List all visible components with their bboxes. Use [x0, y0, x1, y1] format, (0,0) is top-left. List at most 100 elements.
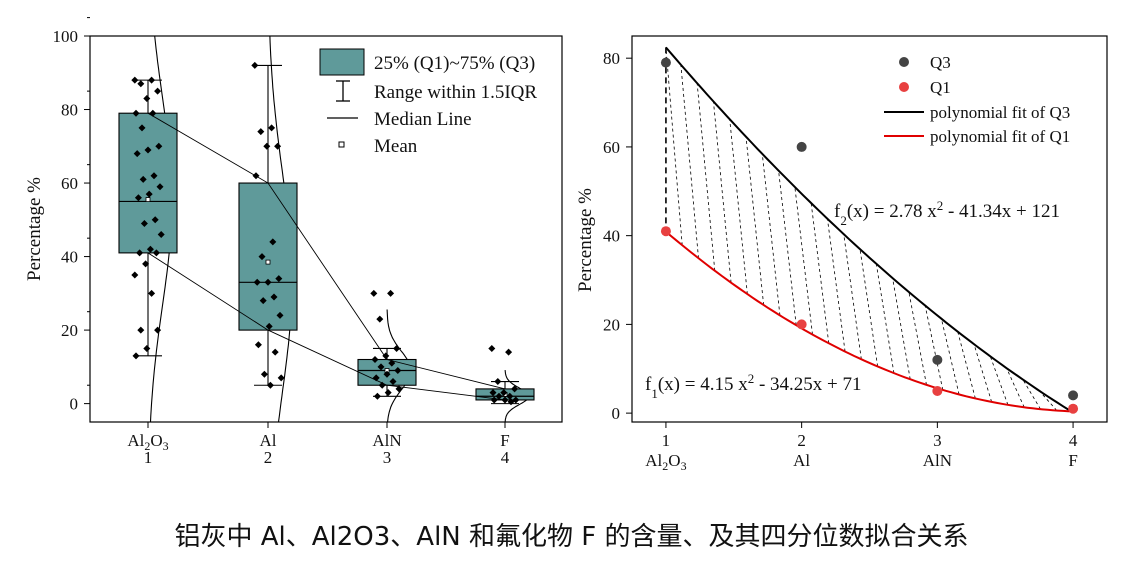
data-point	[277, 374, 285, 382]
y-tick-label: 40	[603, 227, 620, 246]
data-point	[132, 109, 140, 117]
hatch-line	[875, 263, 895, 374]
y-tick-label: 20	[603, 315, 620, 334]
hatch-line	[778, 170, 797, 326]
legend-q3-label: Q3	[930, 53, 951, 72]
fit-curve	[665, 46, 1074, 414]
data-point	[372, 374, 380, 382]
data-point	[393, 344, 401, 352]
hatch-line	[713, 101, 732, 283]
x-tick-label: Al	[793, 451, 810, 470]
iqr-box	[118, 112, 178, 254]
hatch-line	[941, 318, 960, 395]
x-category-number: 3	[383, 448, 392, 467]
fit-equation-q1: f1(x) = 4.15 x2 - 34.25x + 71	[645, 371, 862, 401]
hatch-line	[665, 47, 683, 246]
data-point	[152, 249, 160, 257]
data-point	[274, 142, 282, 150]
quartile-point-q1	[1068, 403, 1079, 414]
x-category-label: AlN	[372, 431, 401, 450]
y-tick-label: 100	[53, 27, 79, 46]
hatch-line	[1038, 390, 1058, 411]
y-tick-label: 80	[603, 49, 620, 68]
data-point	[253, 278, 261, 286]
data-point	[132, 352, 140, 360]
legend-box-swatch	[319, 48, 365, 76]
data-point	[395, 385, 403, 393]
data-point	[137, 326, 145, 334]
y-tick-label: 60	[603, 138, 620, 157]
y-tick-label: 40	[61, 248, 78, 267]
legend-whisker-label: Range within 1.5IQR	[374, 82, 537, 103]
data-point	[378, 381, 386, 389]
data-point	[133, 150, 141, 158]
x-category-number: 4	[501, 448, 510, 467]
data-point	[377, 363, 385, 371]
hatch-line	[827, 218, 846, 352]
hatch-line	[989, 356, 1009, 406]
box-series	[118, 64, 535, 405]
fit-region-hatching	[665, 47, 1058, 411]
legend-q3-marker	[899, 57, 909, 67]
data-point	[144, 146, 152, 154]
legend-fit-q3-label: polynomial fit of Q3	[930, 103, 1070, 122]
hatch-line	[810, 203, 830, 344]
hatch-line	[745, 136, 765, 306]
data-point	[137, 80, 145, 88]
hatch-line	[924, 305, 944, 390]
data-point	[251, 61, 259, 69]
data-point	[154, 87, 162, 95]
data-point	[488, 344, 496, 352]
data-point	[259, 297, 267, 305]
legend-mean-label: Mean	[374, 136, 418, 157]
data-point	[495, 392, 503, 400]
median-connect-lines	[147, 112, 506, 401]
hatch-line	[1006, 367, 1025, 408]
hatch-line	[892, 277, 911, 380]
figure-caption: 铝灰中 Al、Al2O3、AlN 和氟化物 F 的含量、及其四分位数拟合关系	[174, 522, 969, 552]
data-point	[156, 183, 164, 191]
data-point	[382, 352, 390, 360]
legend-box-label: 25% (Q1)~75% (Q3)	[374, 53, 535, 74]
hatch-line	[859, 249, 879, 367]
y-axis: 0 20 40 60 80 100	[53, 17, 90, 414]
data-point	[511, 385, 519, 393]
quartile-point-q1	[932, 385, 943, 396]
data-point	[148, 289, 156, 297]
plot-frame	[89, 35, 563, 423]
data-point	[155, 142, 163, 150]
legend-q1-marker	[899, 82, 909, 92]
data-point	[146, 245, 154, 253]
legend-right: Q3 Q1 polynomial fit of Q3 polynomial fi…	[884, 53, 1070, 146]
hatch-line	[729, 119, 748, 295]
fit-equation-q3: f2(x) = 2.78 x2 - 41.34x + 121	[834, 198, 1060, 228]
x-tick-label: Al2O3	[645, 451, 686, 473]
y-axis-label-right: Percentage %	[575, 188, 596, 292]
data-point	[143, 94, 151, 102]
quartile-point-q1	[660, 226, 671, 237]
data-point	[500, 389, 508, 397]
data-point	[387, 289, 395, 297]
mean-marker	[265, 259, 271, 265]
data-point	[270, 293, 278, 301]
data-point	[157, 231, 165, 239]
data-point	[275, 275, 283, 283]
x-tick-label: AlN	[923, 451, 952, 470]
legend-whisker-symbol	[336, 80, 350, 102]
hatch-line	[908, 291, 927, 385]
x-category-label: F	[500, 431, 509, 450]
data-point	[260, 370, 268, 378]
legend-fit-q1-label: polynomial fit of Q1	[930, 127, 1070, 146]
data-point	[370, 289, 378, 297]
x-tick-number: 4	[1069, 431, 1078, 450]
data-point	[489, 389, 497, 397]
data-point	[149, 109, 157, 117]
data-point	[383, 370, 391, 378]
data-point	[140, 219, 148, 227]
data-point	[371, 356, 379, 364]
mean-marker	[145, 197, 151, 202]
data-point	[139, 175, 147, 183]
x-tick-number: 1	[662, 431, 671, 450]
